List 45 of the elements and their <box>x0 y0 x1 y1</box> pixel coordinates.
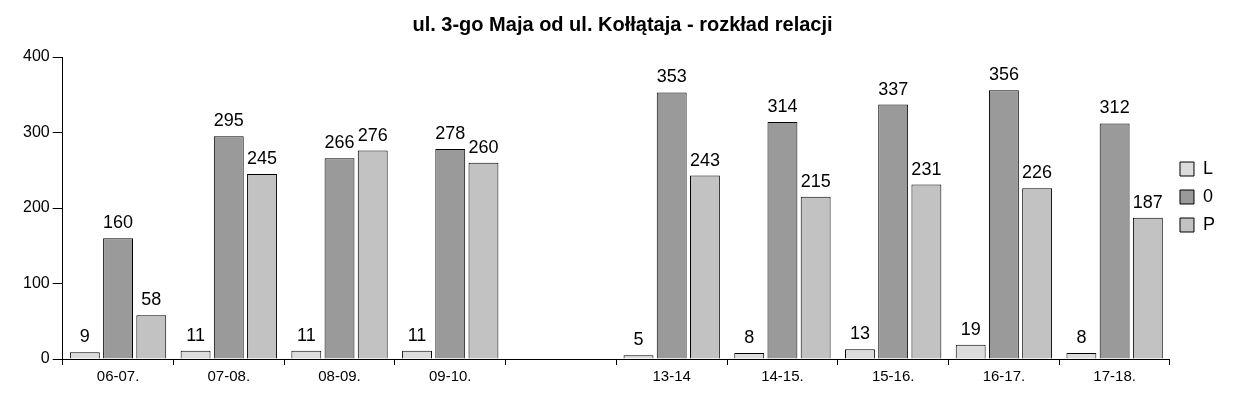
data-label: 215 <box>800 170 831 191</box>
data-label: 58 <box>141 289 162 310</box>
data-label: 314 <box>767 95 798 116</box>
data-label: 11 <box>186 324 205 345</box>
y-tick-label: 200 <box>22 198 50 216</box>
data-label: 312 <box>1099 97 1130 118</box>
data-label: 187 <box>1132 191 1163 212</box>
y-tick-label: 400 <box>22 47 50 65</box>
data-label: 8 <box>1076 326 1087 347</box>
data-label: 8 <box>744 326 755 347</box>
legend-label: P <box>1202 213 1216 234</box>
data-label: 245 <box>246 147 278 168</box>
data-label: 9 <box>79 326 90 347</box>
data-label: 356 <box>988 64 1019 85</box>
data-label: 160 <box>103 212 134 233</box>
data-label: 19 <box>960 318 981 339</box>
data-label: 11 <box>407 324 427 345</box>
data-label: 243 <box>689 149 720 170</box>
data-label: 260 <box>468 136 499 157</box>
y-tick-label: 0 <box>40 349 50 367</box>
x-tick-label: 17-18. <box>1093 367 1136 385</box>
data-label: 337 <box>878 78 909 99</box>
legend-label: 0 <box>1202 185 1214 206</box>
x-tick-label: 16-17. <box>982 367 1026 385</box>
data-label: 276 <box>357 124 388 145</box>
x-tick-label: 13-14 <box>652 367 691 385</box>
data-label: 278 <box>435 123 466 144</box>
legend-label: L <box>1202 157 1214 178</box>
x-tick-label: 14-15. <box>761 367 804 385</box>
data-label: 266 <box>324 132 355 153</box>
data-label: 11 <box>296 324 316 345</box>
data-label: 13 <box>849 323 870 344</box>
data-label: 231 <box>911 158 942 179</box>
y-tick-label: 100 <box>22 273 50 291</box>
data-label: 5 <box>633 329 644 350</box>
chart-title: ul. 3-go Maja od ul. Kołłątaja - rozkład relacji <box>412 12 833 35</box>
data-label: 353 <box>656 66 687 87</box>
data-label: 295 <box>213 110 244 131</box>
data-label: 226 <box>1022 162 1053 183</box>
x-tick-label: 09-10. <box>428 367 472 385</box>
y-tick-label: 300 <box>22 122 50 140</box>
x-tick-label: 08-09. <box>318 367 361 385</box>
x-tick-label: 07-08. <box>207 367 251 385</box>
x-tick-label: 06-07. <box>96 367 140 385</box>
x-tick-label: 15-16. <box>871 367 915 385</box>
